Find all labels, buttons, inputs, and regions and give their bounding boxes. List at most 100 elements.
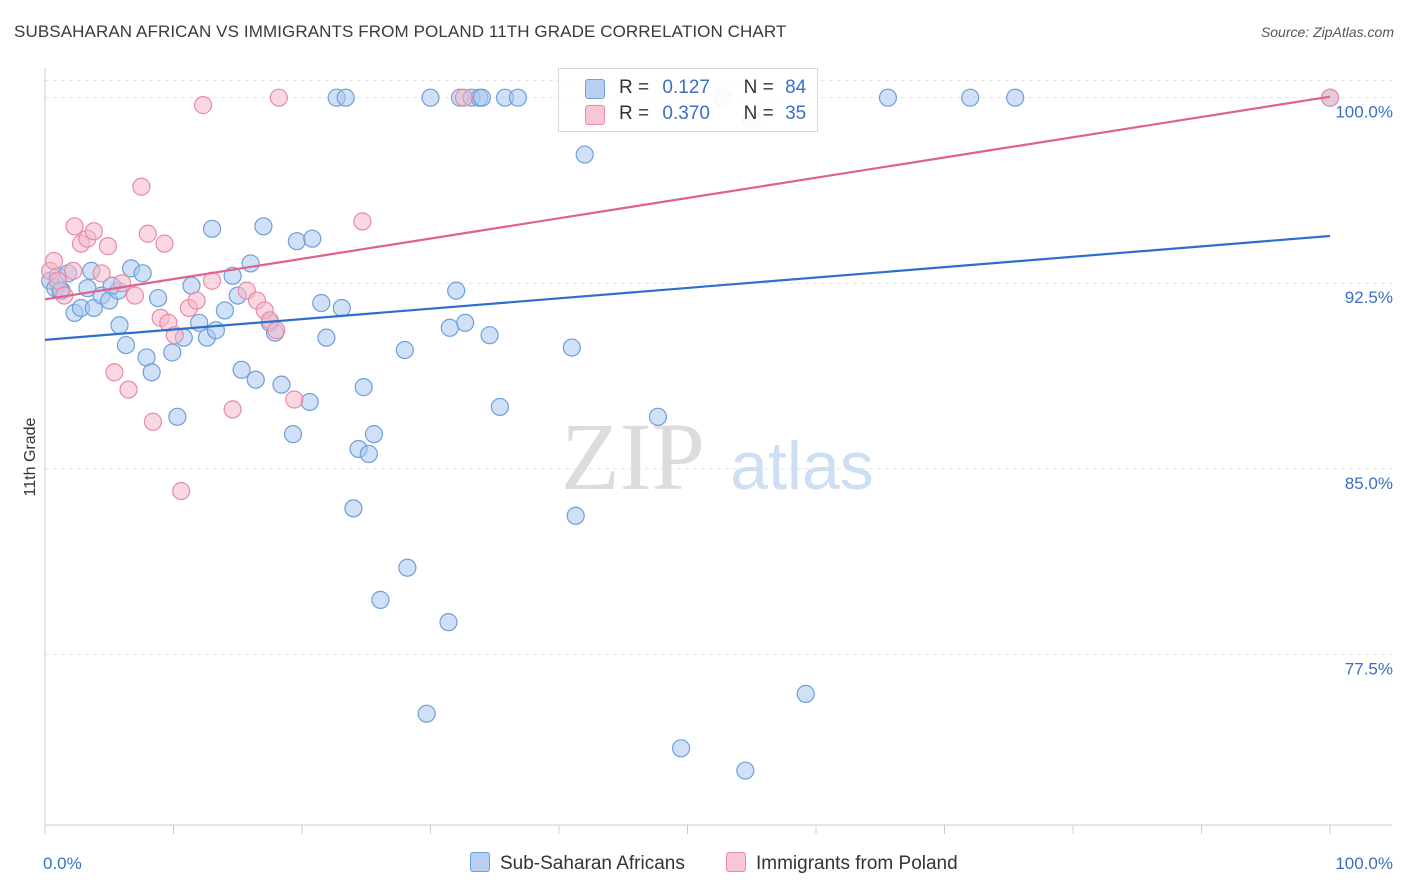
data-point-sub-saharan — [508, 88, 527, 107]
data-point-sub-saharan — [332, 298, 351, 318]
data-point-sub-saharan — [254, 217, 273, 236]
data-point-poland — [267, 321, 286, 340]
data-point-sub-saharan — [671, 739, 691, 758]
data-point-sub-saharan — [439, 613, 458, 632]
data-point-sub-saharan — [736, 761, 755, 780]
data-point-sub-saharan — [575, 145, 594, 164]
data-point-sub-saharan — [364, 425, 384, 444]
source-label: Source: ZipAtlas.com — [1260, 24, 1394, 40]
data-point-sub-saharan — [287, 232, 306, 251]
data-point-sub-saharan — [241, 254, 260, 273]
data-point-poland — [125, 286, 145, 305]
data-point-sub-saharan — [961, 88, 980, 107]
y-axis-label: 11th Grade — [22, 417, 39, 496]
data-point-sub-saharan — [354, 378, 373, 397]
chart-title: SUBSAHARAN AFRICAN VS IMMIGRANTS FROM PO… — [14, 22, 787, 41]
data-point-sub-saharan — [359, 444, 378, 464]
bottom-legend-label: Immigrants from Poland — [756, 853, 958, 874]
tick-labels: 77.5% 85.0% 92.5% 100.0% 0.0% 100.0% — [43, 103, 1393, 873]
data-point-sub-saharan — [648, 407, 668, 426]
data-point-sub-saharan — [398, 558, 417, 577]
data-point-poland — [132, 177, 151, 196]
legend-n-label: N = — [743, 77, 774, 98]
data-point-sub-saharan — [163, 343, 182, 362]
data-point-sub-saharan — [232, 360, 251, 379]
data-point-sub-saharan — [116, 335, 136, 355]
data-point-sub-saharan — [490, 397, 509, 417]
legend-r-value: 0.370 — [662, 103, 710, 124]
data-point-poland — [105, 363, 124, 382]
data-point-poland — [165, 326, 184, 345]
data-point-sub-saharan — [796, 684, 815, 703]
bottom-legend-swatch-blue — [470, 852, 490, 872]
legend-r-label: R = — [619, 103, 650, 124]
data-point-sub-saharan — [300, 392, 319, 412]
legend-swatch-pink — [585, 105, 605, 125]
data-point-sub-saharan — [336, 88, 355, 107]
data-point-sub-saharan — [312, 293, 331, 313]
legend-n-label: N = — [743, 103, 774, 124]
data-point-sub-saharan — [272, 375, 291, 394]
data-point-poland — [143, 412, 163, 431]
axes — [44, 68, 1392, 834]
legend-n-value: 35 — [785, 103, 807, 124]
y-tick-label: 100.0% — [1335, 103, 1393, 122]
data-point-sub-saharan — [371, 590, 390, 609]
data-point-sub-saharan — [215, 301, 234, 320]
data-point-sub-saharan — [456, 313, 475, 332]
legend-r-label: R = — [619, 77, 650, 98]
watermark: ZIP atlas — [561, 403, 874, 510]
data-point-poland — [223, 400, 242, 419]
legend-n-value: 84 — [785, 77, 807, 98]
x-tick-label-max: 100.0% — [1335, 854, 1393, 873]
data-point-sub-saharan — [562, 338, 581, 357]
y-tick-label: 85.0% — [1345, 474, 1393, 493]
data-point-sub-saharan — [133, 264, 152, 283]
data-point-sub-saharan — [202, 219, 222, 238]
data-point-poland — [98, 237, 118, 256]
data-point-sub-saharan — [878, 88, 898, 107]
data-point-poland — [65, 217, 84, 236]
data-point-sub-saharan — [246, 370, 265, 389]
data-point-poland — [454, 88, 474, 107]
data-point-sub-saharan — [206, 321, 226, 340]
data-point-poland — [119, 380, 138, 399]
bottom-legend-item-poland: Immigrants from Poland — [726, 852, 958, 875]
trend-line-poland — [44, 95, 1331, 301]
data-point-poland — [269, 88, 288, 107]
data-point-sub-saharan — [142, 363, 161, 382]
legend: R = 0.127 N = 84 R = 0.370 N = 35 — [558, 68, 818, 132]
data-point-poland — [155, 234, 174, 253]
legend-swatch-blue — [585, 79, 605, 99]
trend-line-sub-saharan — [44, 234, 1331, 341]
data-point-poland — [193, 96, 213, 115]
data-point-poland — [92, 264, 111, 283]
data-point-sub-saharan — [303, 229, 322, 248]
data-point-poland — [138, 224, 157, 243]
y-tick-label: 77.5% — [1345, 659, 1393, 678]
data-point-sub-saharan — [168, 407, 187, 426]
data-point-sub-saharan — [223, 266, 242, 285]
data-point-sub-saharan — [395, 340, 414, 360]
bottom-legend-item-sub-saharan: Sub-Saharan Africans — [470, 852, 685, 875]
data-point-sub-saharan — [417, 704, 436, 723]
data-point-sub-saharan — [472, 88, 491, 107]
y-tick-label: 92.5% — [1345, 288, 1393, 307]
data-point-poland — [172, 481, 191, 501]
data-point-sub-saharan — [317, 328, 336, 347]
watermark-atlas: atlas — [730, 428, 874, 504]
data-point-sub-saharan — [440, 318, 459, 337]
bottom-legend-swatch-pink — [726, 852, 746, 872]
data-point-poland — [84, 222, 103, 241]
data-point-sub-saharan — [1006, 88, 1025, 107]
data-point-sub-saharan — [110, 316, 129, 335]
data-point-poland — [187, 291, 206, 310]
bottom-legend-label: Sub-Saharan Africans — [500, 853, 685, 874]
data-point-sub-saharan — [283, 425, 303, 444]
data-point-poland — [64, 261, 83, 280]
data-point-poland — [44, 251, 64, 271]
data-point-poland — [353, 212, 372, 231]
x-tick-label-min: 0.0% — [43, 854, 82, 873]
trend-lines — [44, 95, 1331, 341]
